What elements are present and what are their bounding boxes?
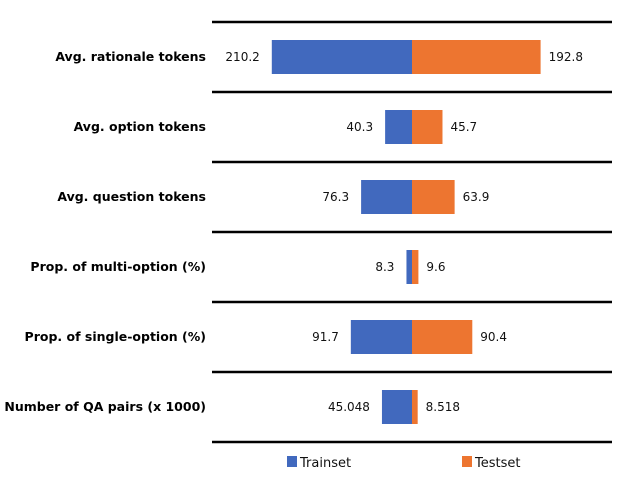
testset-value-label: 63.9: [463, 190, 490, 204]
testset-value-label: 192.8: [549, 50, 583, 64]
testset-bar: [412, 320, 473, 354]
trainset-bar: [271, 40, 412, 74]
testset-value-label: 8.518: [426, 400, 460, 414]
testset-legend-label: Testset: [474, 456, 520, 471]
trainset-value-label: 210.2: [225, 50, 259, 64]
category-label: Avg. rationale tokens: [55, 49, 206, 64]
testset-value-label: 90.4: [480, 330, 507, 344]
trainset-value-label: 91.7: [312, 330, 339, 344]
category-label: Avg. question tokens: [57, 189, 206, 204]
testset-bar: [412, 250, 419, 284]
trainset-bar: [361, 180, 412, 214]
category-label: Prop. of multi-option (%): [30, 259, 206, 274]
trainset-value-label: 40.3: [346, 120, 373, 134]
category-label: Avg. option tokens: [74, 119, 206, 134]
trainset-value-label: 8.3: [375, 260, 394, 274]
category-label: Prop. of single-option (%): [25, 329, 206, 344]
trainset-value-label: 45.048: [328, 400, 370, 414]
testset-legend-swatch: [462, 456, 472, 467]
trainset-legend-label: Trainset: [299, 456, 351, 471]
testset-value-label: 45.7: [450, 120, 477, 134]
testset-value-label: 9.6: [426, 260, 445, 274]
trainset-bar: [385, 110, 412, 144]
testset-bar: [412, 180, 455, 214]
trainset-bar: [406, 250, 412, 284]
testset-bar: [412, 390, 418, 424]
testset-bar: [412, 40, 541, 74]
trainset-bar: [350, 320, 412, 354]
category-label: Number of QA pairs (x 1000): [4, 399, 206, 414]
testset-bar: [412, 110, 443, 144]
trainset-value-label: 76.3: [322, 190, 349, 204]
trainset-legend-swatch: [287, 456, 297, 467]
trainset-bar: [381, 390, 412, 424]
